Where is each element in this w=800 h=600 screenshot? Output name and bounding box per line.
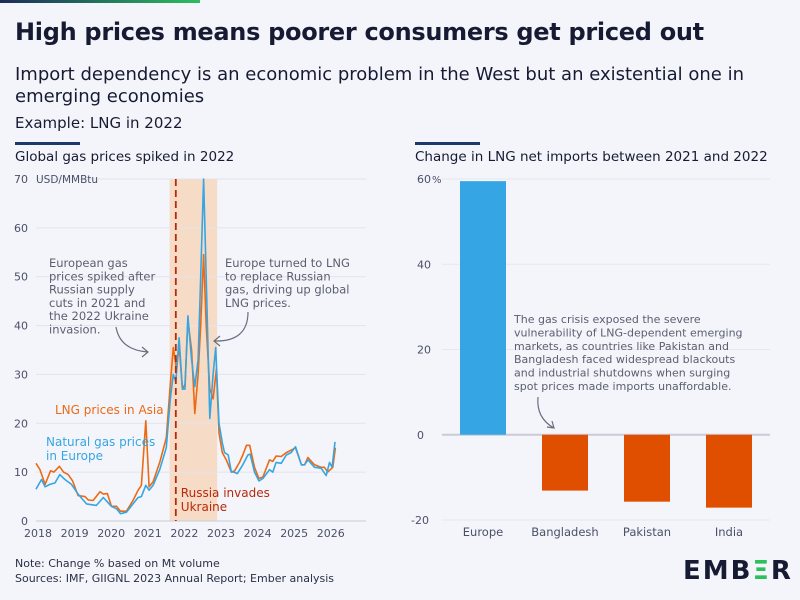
page-title: High prices means poorer consumers get p…: [15, 18, 704, 46]
series-label-asia: LNG prices in Asia: [55, 403, 164, 417]
series-line-asia: [35, 253, 337, 512]
footer-sources: Sources: IMF, GIIGNL 2023 Annual Report;…: [15, 572, 335, 585]
example-label: Example: LNG in 2022: [15, 114, 183, 132]
annotation-text: cuts in 2021 and: [49, 296, 145, 310]
y-tick-label: 30: [14, 368, 28, 381]
page-subtitle: Import dependency is an economic problem…: [15, 64, 744, 107]
x-tick-label: 2019: [61, 527, 89, 540]
x-tick-label: 2021: [134, 527, 162, 540]
annotation-text: The gas crisis exposed the severe: [513, 313, 701, 326]
y-tick-label: 0: [21, 515, 28, 528]
y-tick-label: 40: [14, 320, 28, 333]
shaded-period: [169, 179, 218, 521]
left-chart-rule: [15, 142, 80, 145]
annotation-text: vulnerability of LNG-dependent emerging: [514, 326, 743, 339]
y-tick-label: 70: [14, 173, 28, 186]
x-tick-label: 2020: [97, 527, 125, 540]
x-tick-label: 2025: [280, 527, 308, 540]
x-tick-label: 2024: [244, 527, 272, 540]
bar-europe: [460, 181, 506, 435]
category-label: Pakistan: [623, 525, 671, 539]
y-tick-label: -20: [411, 514, 429, 527]
y-axis-unit: %: [432, 175, 442, 186]
y-tick-label: 40: [417, 258, 431, 271]
annotation-text: to replace Russian: [225, 269, 331, 283]
annotation-text: the 2022 Ukraine: [49, 309, 149, 323]
annotation-text: Europe turned to LNG: [225, 256, 350, 270]
y-tick-label: 0: [417, 429, 424, 442]
bar-bangladesh: [542, 434, 588, 491]
category-label: Europe: [463, 525, 503, 539]
footer-note: Note: Change % based on Mt volume: [15, 557, 220, 570]
annotation-text: LNG prices.: [225, 296, 291, 310]
annotation-text: invasion.: [49, 323, 101, 337]
category-label: Bangladesh: [531, 525, 598, 539]
series-label-europe: Natural gas prices: [46, 435, 155, 449]
brand-gradient-bar: [0, 0, 200, 3]
invasion-label: Ukraine: [181, 500, 227, 514]
annotation-text: prices spiked after: [49, 269, 156, 283]
x-tick-label: 2023: [207, 527, 235, 540]
y-tick-label: 20: [14, 417, 28, 430]
annotation-arrow: [537, 396, 555, 429]
annotation-text: spot prices made imports unaffordable.: [514, 380, 731, 393]
annotation-text: Bangladesh faced widespread blackouts: [514, 353, 735, 366]
left-chart-title: Global gas prices spiked in 2022: [15, 149, 235, 165]
y-tick-label: 10: [14, 466, 28, 479]
ember-logo: EMBΞR: [683, 556, 793, 586]
annotation-text: and industrial shutdowns when surging: [514, 367, 730, 380]
annotation-arrow: [213, 311, 249, 347]
y-tick-label: 60: [417, 173, 431, 186]
y-tick-label: 20: [417, 344, 431, 357]
annotation-arrow: [115, 326, 149, 358]
category-label: India: [715, 525, 743, 539]
annotation-text: European gas: [49, 256, 128, 270]
bar-pakistan: [624, 434, 670, 502]
y-axis-unit: USD/MMBtu: [36, 174, 98, 186]
x-tick-label: 2026: [317, 527, 345, 540]
bar-india: [706, 434, 752, 508]
annotation-text: gas, driving up global: [225, 283, 349, 297]
annotation-text: markets, as countries like Pakistan and: [514, 340, 729, 353]
right-chart-title: Change in LNG net imports between 2021 a…: [415, 149, 768, 165]
x-tick-label: 2018: [24, 527, 52, 540]
annotation-text: Russian supply: [49, 283, 135, 297]
series-line-europe: [35, 178, 336, 515]
series-label-europe: in Europe: [46, 449, 103, 463]
right-chart-rule: [415, 142, 480, 145]
y-tick-label: 60: [14, 222, 28, 235]
invasion-label: Russia invades: [181, 486, 270, 500]
y-tick-label: 50: [14, 271, 28, 284]
x-tick-label: 2022: [170, 527, 198, 540]
